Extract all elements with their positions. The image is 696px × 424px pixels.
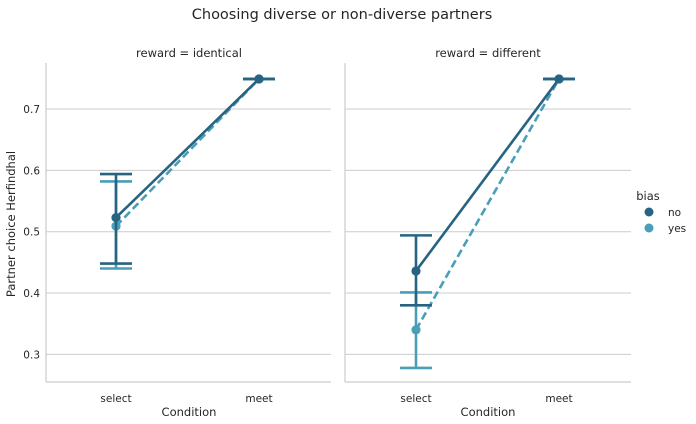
legend-title: bias — [636, 189, 660, 203]
data-point — [411, 325, 421, 335]
panel-0: 0.3 0.4 0.5 0.6 0.7 select meet — [23, 63, 331, 405]
legend: bias no yes — [636, 189, 686, 235]
x-axis-label-left: Condition — [162, 405, 217, 419]
y-tick-label: 0.5 — [23, 227, 40, 239]
data-point — [254, 74, 264, 84]
x-axis-label-right: Condition — [461, 405, 516, 419]
y-tick-label: 0.7 — [23, 104, 40, 116]
data-point — [411, 266, 421, 276]
series-line — [414, 78, 561, 272]
legend-marker-no — [644, 207, 654, 217]
y-tick-label: 0.4 — [23, 288, 40, 300]
series-yes — [100, 74, 275, 270]
series-yes — [400, 74, 575, 370]
plot-area: 0.3 0.4 0.5 0.6 0.7 select meet select meet — [23, 63, 631, 405]
legend-marker-yes — [644, 223, 654, 233]
series-no — [100, 74, 275, 265]
series-no — [400, 74, 575, 307]
panel-title-left: reward = identical — [136, 46, 242, 60]
x-tick-label: meet — [245, 393, 272, 405]
series-line — [414, 78, 561, 331]
legend-label-no: no — [668, 207, 681, 219]
data-point — [111, 212, 121, 223]
x-tick-label: meet — [545, 393, 572, 405]
series-line — [115, 78, 260, 219]
y-tick-label: 0.6 — [23, 165, 40, 177]
panel-title-right: reward = different — [435, 46, 541, 60]
panel-1: select meet — [344, 63, 631, 405]
x-tick-label: select — [100, 393, 131, 405]
y-axis-label: Partner choice Herfindhal — [4, 151, 18, 297]
data-point — [554, 74, 564, 84]
legend-label-yes: yes — [668, 223, 686, 235]
figure-title: Choosing diverse or non-diverse partners — [192, 7, 493, 23]
y-tick-label: 0.3 — [23, 349, 40, 361]
x-tick-label: select — [400, 393, 431, 405]
